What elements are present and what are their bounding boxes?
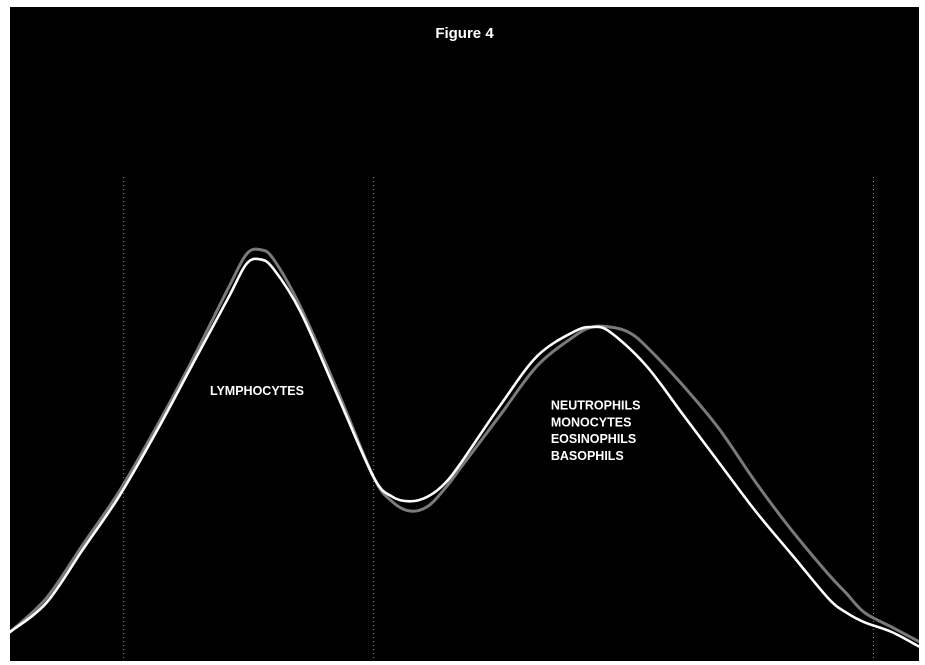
annotation-monocytes: MONOCYTES xyxy=(551,415,632,429)
annotation-eosinophils: EOSINOPHILS xyxy=(551,432,636,446)
chart-panel: Figure 4 LYMPHOCYTES NEUTROPHILS MONOCYTES… xyxy=(10,7,919,661)
annotation-lymphocytes: LYMPHOCYTES xyxy=(210,384,304,398)
series-line-2 xyxy=(10,247,919,644)
series-line-1 xyxy=(10,257,919,648)
chart-title: Figure 4 xyxy=(435,25,494,42)
annotation-neutrophils: NEUTROPHILS xyxy=(551,398,641,412)
annotation-basophils: BASOPHILS xyxy=(551,449,624,463)
chart-svg: LYMPHOCYTES NEUTROPHILS MONOCYTES EOSINOPHI… xyxy=(10,177,919,661)
